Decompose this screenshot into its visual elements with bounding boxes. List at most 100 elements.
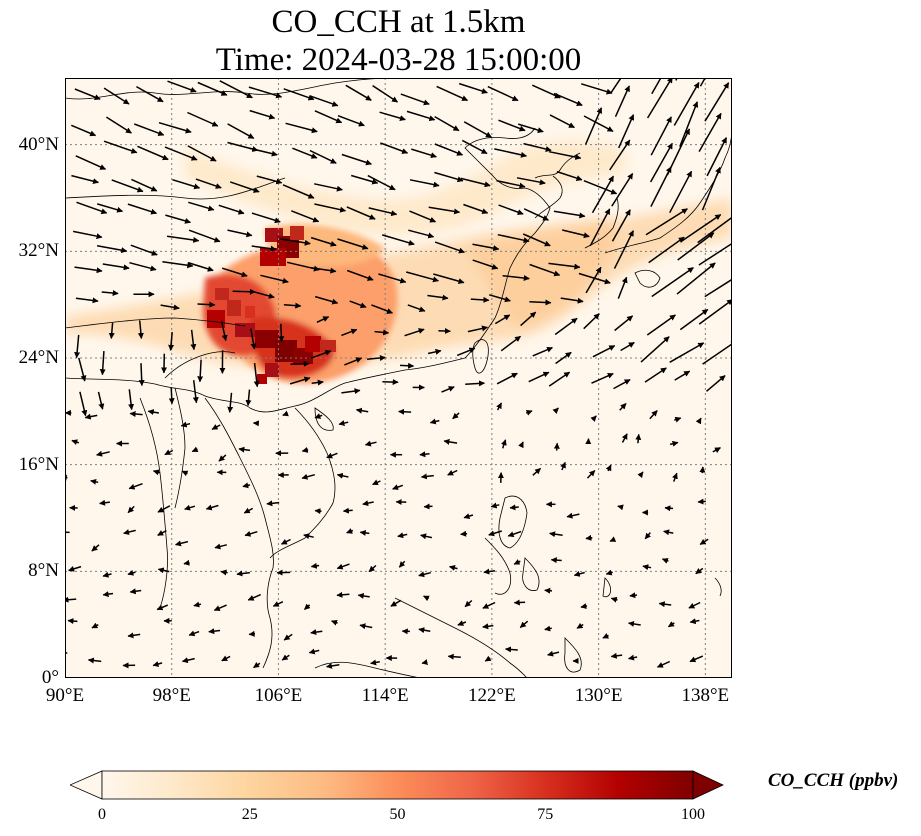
wind-arrow xyxy=(172,178,201,190)
wind-arrow xyxy=(669,170,693,214)
wind-arrow xyxy=(292,147,318,159)
wind-arrow xyxy=(434,143,464,156)
wind-arrow xyxy=(689,618,700,625)
wind-arrow xyxy=(584,107,603,145)
lon-tick-label: 98°E xyxy=(152,685,191,706)
wind-arrow xyxy=(245,389,252,407)
wind-arrow xyxy=(407,304,426,313)
wind-arrow xyxy=(556,170,583,181)
wind-arrow xyxy=(500,335,521,352)
wind-arrow xyxy=(583,180,618,195)
wind-arrow xyxy=(283,302,302,309)
wind-arrow xyxy=(418,627,431,634)
wind-arrow xyxy=(566,512,580,519)
wind-arrow xyxy=(280,238,311,246)
wind-arrow xyxy=(614,315,634,332)
wind-arrow xyxy=(461,139,488,155)
wind-arrow xyxy=(336,591,350,598)
wind-arrow xyxy=(420,473,434,480)
wind-arrow xyxy=(181,470,189,477)
wind-arrow xyxy=(346,206,376,220)
wind-arrow xyxy=(227,392,234,413)
wind-arrow xyxy=(573,570,585,577)
wind-arrow xyxy=(443,438,458,445)
colorbar-gradient xyxy=(101,770,694,800)
wind-arrow xyxy=(236,570,250,577)
wind-arrow xyxy=(667,621,675,628)
wind-arrow xyxy=(589,208,611,247)
wind-arrow xyxy=(452,412,460,420)
wind-arrow xyxy=(158,121,192,134)
wind-arrow xyxy=(314,413,323,419)
wind-arrow xyxy=(617,276,628,299)
wind-arrow xyxy=(399,362,415,369)
wind-arrow xyxy=(247,593,261,601)
wind-arrow xyxy=(251,245,277,252)
co-concentration-field xyxy=(65,141,732,384)
wind-arrow xyxy=(400,93,430,106)
wind-arrow xyxy=(706,375,726,392)
wind-arrow xyxy=(71,124,97,137)
wind-arrow xyxy=(205,504,219,511)
wind-arrow xyxy=(167,80,197,93)
lon-tick-label: 90°E xyxy=(45,685,85,706)
wind-arrow xyxy=(427,294,449,301)
wind-arrow xyxy=(168,387,175,405)
wind-arrow xyxy=(71,439,80,446)
wind-arrow xyxy=(507,530,522,538)
wind-arrow xyxy=(72,230,103,240)
wind-arrow xyxy=(677,232,715,261)
wind-arrow xyxy=(651,78,662,95)
wind-arrow xyxy=(310,629,323,636)
co-hotspot-cells xyxy=(207,226,336,384)
wind-arrow xyxy=(310,349,332,359)
wind-arrow xyxy=(434,171,464,183)
wind-arrow xyxy=(613,230,634,269)
wind-arrow xyxy=(75,297,99,304)
wind-arrow xyxy=(381,234,415,246)
wind-arrow xyxy=(260,274,289,284)
wind-arrow xyxy=(75,155,107,170)
wind-arrow xyxy=(380,142,409,154)
wind-arrow xyxy=(590,415,597,422)
map-panel xyxy=(65,78,732,678)
wind-arrow xyxy=(669,440,679,447)
wind-arrow xyxy=(664,505,674,512)
wind-arrow xyxy=(359,529,370,536)
wind-arrow xyxy=(355,407,369,414)
wind-arrow xyxy=(326,662,340,669)
wind-arrow xyxy=(463,121,492,138)
wind-arrow xyxy=(311,379,324,386)
wind-arrow xyxy=(309,95,339,107)
wind-arrow xyxy=(156,604,169,611)
wind-arrow xyxy=(420,533,433,540)
wind-arrow xyxy=(390,599,402,607)
wind-arrow xyxy=(129,410,143,417)
wind-arrow xyxy=(272,601,284,607)
wind-arrow xyxy=(301,473,315,480)
wind-arrow xyxy=(482,601,496,609)
colorbar-label: CO_CCH (ppbv) xyxy=(768,770,899,791)
wind-arrow xyxy=(411,148,437,159)
wind-arrow xyxy=(253,662,261,669)
wind-arrow xyxy=(251,212,281,224)
wind-arrow xyxy=(661,558,669,564)
wind-arrow xyxy=(494,314,511,325)
wind-arrow xyxy=(344,357,363,366)
wind-arrow xyxy=(65,474,68,481)
wind-arrow xyxy=(164,449,174,456)
wind-arrow xyxy=(188,229,221,243)
wind-arrow xyxy=(544,587,553,594)
wind-arrow xyxy=(447,653,461,660)
wind-arrow xyxy=(548,262,581,270)
wind-arrow xyxy=(697,498,706,505)
wind-arrow xyxy=(71,174,99,185)
wind-arrow xyxy=(628,620,641,627)
wind-arrow xyxy=(152,661,163,667)
wind-arrow xyxy=(250,147,278,157)
wind-arrow xyxy=(644,367,667,383)
wind-arrow xyxy=(175,540,189,547)
wind-arrow xyxy=(436,85,469,102)
colorbar-tick-label: 25 xyxy=(241,806,258,823)
lat-tick-label: 32°N xyxy=(18,240,59,262)
